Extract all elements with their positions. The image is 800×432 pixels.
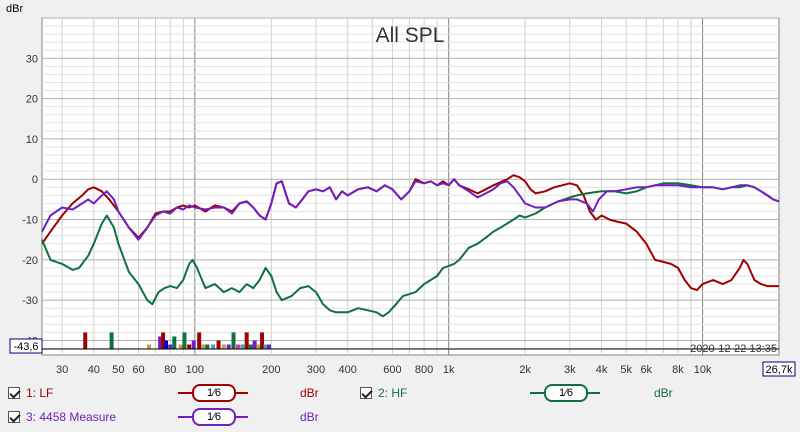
marker-bar <box>221 344 226 349</box>
smoothing-measure[interactable]: 1⁄6 <box>178 408 248 426</box>
marker-bar <box>187 344 192 349</box>
chart-title: All SPL <box>376 24 445 47</box>
marker-bar <box>178 344 183 349</box>
curves <box>41 174 780 318</box>
checkbox-measure[interactable] <box>8 411 20 423</box>
grid <box>42 17 779 355</box>
y-axis-label: dBr <box>6 3 23 15</box>
smoothing-value-hf: 1⁄6 <box>544 384 588 402</box>
series-line-3 <box>41 178 780 241</box>
marker-bar <box>231 332 236 349</box>
marker-bar <box>240 344 245 349</box>
smoothing-lf[interactable]: 1⁄6 <box>178 384 248 402</box>
x-tick-label: 50 <box>112 364 124 376</box>
timestamp: 2020-12-22 13:35 <box>690 343 777 355</box>
marker-bar <box>260 332 265 349</box>
legend-item-hf[interactable]: 2: HF <box>360 384 407 402</box>
marker-bar <box>158 336 163 349</box>
legend-label-measure: 3: 4458 Measure <box>26 410 117 424</box>
marker-bar <box>83 332 88 349</box>
cursor-x-readout[interactable]: 26,7k <box>762 361 796 377</box>
y-tick-label: 0 <box>32 174 38 186</box>
marker-bar <box>161 332 166 349</box>
legend-item-measure[interactable]: 3: 4458 Measure <box>8 408 116 426</box>
x-tick-label: 30 <box>56 364 68 376</box>
y-tick-label: -10 <box>22 215 38 227</box>
marker-bars <box>83 332 272 349</box>
x-tick-label: 3k <box>564 364 576 376</box>
spl-chart[interactable]: 3020100-10-20-30-40304050608010020030040… <box>0 0 800 382</box>
marker-bar <box>236 344 241 349</box>
marker-bar <box>205 344 210 349</box>
marker-bar <box>147 344 152 349</box>
y-tick-label: -20 <box>22 255 38 267</box>
marker-bar <box>172 336 177 349</box>
unit-measure: dBr <box>300 410 319 424</box>
x-tick-label: 60 <box>132 364 144 376</box>
marker-bar <box>164 340 169 349</box>
x-tick-label: 4k <box>596 364 608 376</box>
x-tick-label: 40 <box>88 364 100 376</box>
marker-bar <box>201 344 206 349</box>
x-tick-label: 400 <box>339 364 357 376</box>
marker-bar <box>197 332 202 349</box>
marker-bar <box>109 332 114 349</box>
x-tick-label: 2k <box>519 364 531 376</box>
marker-bar <box>211 344 216 349</box>
legend-label-hf: 2: HF <box>378 386 408 400</box>
y-tick-label: -30 <box>22 295 38 307</box>
smoothing-value-measure: 1⁄6 <box>192 408 236 426</box>
cursor-y-label: -43,6 <box>13 341 38 353</box>
checkbox-hf[interactable] <box>360 387 372 399</box>
x-tick-label: 800 <box>415 364 433 376</box>
legend-label-lf: 1: LF <box>26 386 54 400</box>
x-tick-label: 80 <box>164 364 176 376</box>
marker-bar <box>267 344 272 349</box>
marker-bar <box>256 344 261 349</box>
x-tick-label: 10k <box>694 364 712 376</box>
y-tick-label: 30 <box>26 53 38 65</box>
marker-bar <box>226 344 231 349</box>
unit-hf: dBr <box>654 386 673 400</box>
marker-bar <box>191 340 196 349</box>
cursor-y-readout[interactable]: -43,6 <box>9 338 43 354</box>
marker-bar <box>168 344 173 349</box>
x-tick-label: 200 <box>262 364 280 376</box>
legend-item-lf[interactable]: 1: LF <box>8 384 53 402</box>
x-tick-label: 300 <box>307 364 325 376</box>
smoothing-hf[interactable]: 1⁄6 <box>530 384 600 402</box>
smoothing-value-lf: 1⁄6 <box>192 384 236 402</box>
x-tick-label: 1k <box>443 364 455 376</box>
x-tick-label: 6k <box>640 364 652 376</box>
x-tick-label: 8k <box>672 364 684 376</box>
x-tick-label: 100 <box>186 364 204 376</box>
marker-bar <box>263 344 268 349</box>
x-tick-label: 600 <box>383 364 401 376</box>
y-tick-label: 20 <box>26 94 38 106</box>
unit-lf: dBr <box>300 386 319 400</box>
marker-bar <box>252 340 257 349</box>
legend: 1: LF 1⁄6 dBr 2: HF 1⁄6 dBr 3: 4458 Meas… <box>0 382 800 432</box>
checkbox-lf[interactable] <box>8 387 20 399</box>
x-tick-label: 5k <box>620 364 632 376</box>
marker-bar <box>244 332 249 349</box>
y-tick-label: 10 <box>26 134 38 146</box>
marker-bar <box>182 332 187 349</box>
marker-bar <box>248 344 253 349</box>
marker-bar <box>216 340 221 349</box>
series-line-2 <box>41 182 780 318</box>
cursor-x-label: 26,7k <box>766 364 793 376</box>
series-line-1 <box>41 174 779 292</box>
